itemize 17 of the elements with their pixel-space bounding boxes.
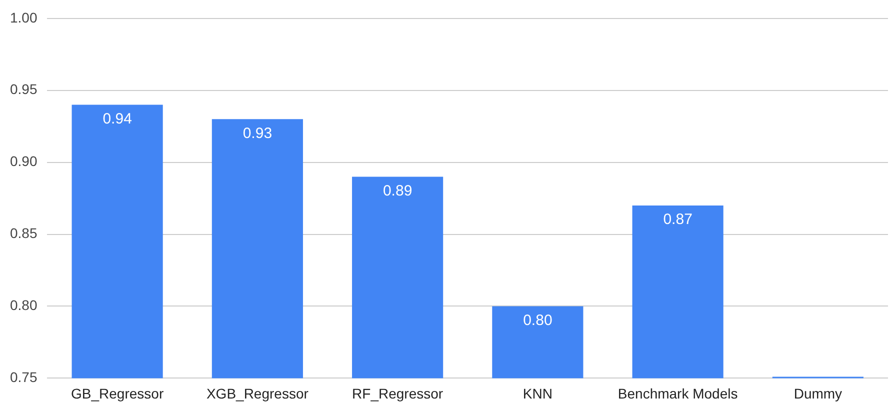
x-tick-label: RF_Regressor xyxy=(352,385,444,402)
y-tick-label: 1.00 xyxy=(10,9,38,26)
y-tick-label: 0.80 xyxy=(10,297,38,314)
y-tick-label: 0.90 xyxy=(10,153,38,170)
data-label: 0.80 xyxy=(523,312,552,329)
x-tick-label: GB_Regressor xyxy=(71,385,164,402)
y-tick-label: 0.95 xyxy=(10,81,38,98)
data-label: 0.87 xyxy=(663,211,692,228)
x-tick-label: Benchmark Models xyxy=(618,385,738,402)
x-tick-label: KNN xyxy=(522,385,552,402)
y-tick-label: 0.85 xyxy=(10,225,38,242)
y-tick-label: 0.75 xyxy=(10,369,38,386)
data-label: 0.89 xyxy=(382,182,412,200)
data-label: 0.93 xyxy=(242,124,272,142)
x-tick-label: XGB_Regressor xyxy=(206,385,309,402)
data-label: 0.94 xyxy=(102,110,132,128)
x-tick-label: Dummy xyxy=(794,385,842,402)
